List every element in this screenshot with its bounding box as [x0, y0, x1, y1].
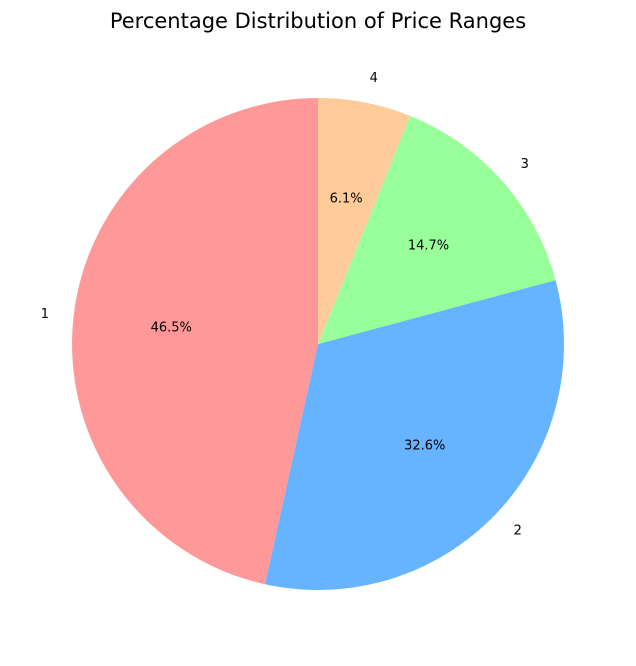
pie-slice-4: [318, 98, 411, 344]
pie-slice-2: [265, 280, 564, 590]
pie-category-label-2: 2: [514, 523, 522, 538]
pie-slices: [72, 98, 564, 590]
pie-labels: 46.5% 1 32.6% 2 14.7% 3 6.1% 4: [41, 71, 529, 539]
pie-pct-label-3: 14.7%: [408, 239, 449, 254]
pie-category-label-3: 3: [521, 157, 529, 172]
pie-category-label-1: 1: [41, 307, 49, 322]
chart-title: Percentage Distribution of Price Ranges: [110, 9, 526, 33]
pie-pct-label-2: 32.6%: [404, 438, 445, 453]
pie-pct-label-4: 6.1%: [330, 192, 363, 207]
pie-slice-3: [318, 115, 556, 344]
pie-category-label-4: 4: [370, 71, 378, 86]
pie-slice-1: [72, 98, 319, 585]
pie-pct-label-1: 46.5%: [151, 321, 192, 336]
